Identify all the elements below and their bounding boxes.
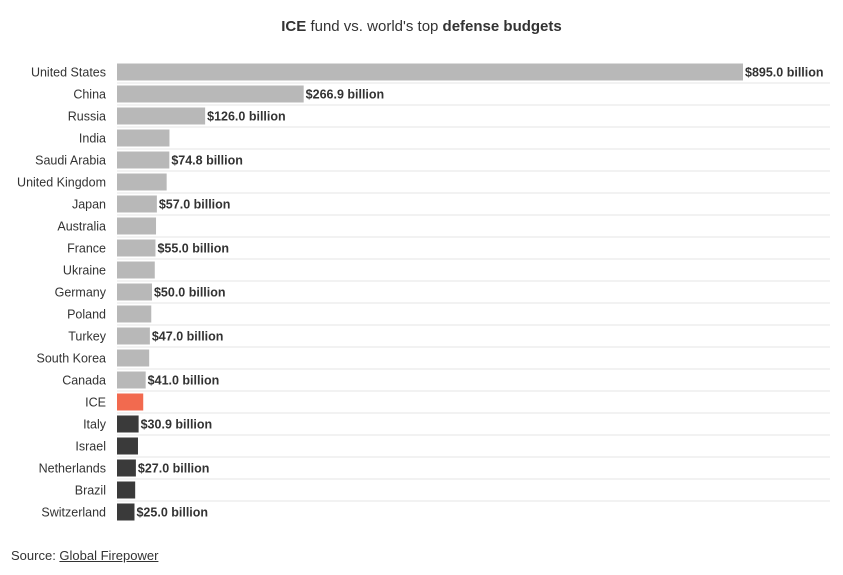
category-label-italy: Italy	[83, 418, 107, 432]
value-label-canada: $41.0 billion	[148, 374, 220, 388]
category-label-switzerland: Switzerland	[41, 506, 106, 520]
category-label-india: India	[79, 132, 106, 146]
category-label-russia: Russia	[68, 110, 106, 124]
value-label-germany: $50.0 billion	[154, 286, 226, 300]
category-label-united-states: United States	[31, 66, 106, 80]
category-label-brazil: Brazil	[75, 484, 106, 498]
category-label-poland: Poland	[67, 308, 106, 322]
bar-russia[interactable]	[117, 107, 206, 125]
value-label-france: $55.0 billion	[157, 242, 229, 256]
bar-south-korea[interactable]	[117, 349, 150, 367]
bar-brazil[interactable]	[117, 481, 136, 499]
source-note: Source: Global Firepower	[11, 548, 158, 563]
category-label-netherlands: Netherlands	[39, 462, 106, 476]
bar-canada[interactable]	[117, 371, 146, 389]
bar-israel[interactable]	[117, 437, 138, 455]
bar-chart: United States $895.0 billion China $266.9 b…	[17, 63, 830, 521]
bar-switzerland[interactable]	[117, 503, 135, 521]
category-label-canada: Canada	[62, 374, 106, 388]
value-label-russia: $126.0 billion	[207, 110, 286, 124]
value-label-switzerland: $25.0 billion	[136, 506, 208, 520]
category-label-germany: Germany	[55, 286, 107, 300]
category-label-australia: Australia	[57, 220, 106, 234]
category-label-china: China	[73, 88, 106, 102]
category-label-turkey: Turkey	[68, 330, 106, 344]
bar-poland[interactable]	[117, 305, 152, 323]
bar-saudi-arabia[interactable]	[117, 151, 170, 169]
category-label-united-kingdom: United Kingdom	[17, 176, 106, 190]
category-label-france: France	[67, 242, 106, 256]
bar-ukraine[interactable]	[117, 261, 155, 279]
source-link[interactable]: Global Firepower	[59, 548, 159, 563]
bar-ice[interactable]	[117, 393, 144, 411]
bar-united-states[interactable]	[117, 63, 743, 81]
bar-china[interactable]	[117, 85, 304, 103]
source-prefix: Source:	[11, 548, 60, 563]
category-label-israel: Israel	[75, 440, 106, 454]
chart-title-bold-budgets: defense budgets	[442, 18, 562, 35]
bar-italy[interactable]	[117, 415, 139, 433]
category-label-ukraine: Ukraine	[63, 264, 106, 278]
bar-turkey[interactable]	[117, 327, 150, 345]
value-label-saudi-arabia: $74.8 billion	[171, 154, 243, 168]
bar-netherlands[interactable]	[117, 459, 136, 477]
chart-title-bold-ice: ICE	[281, 18, 307, 35]
value-label-china: $266.9 billion	[306, 88, 385, 102]
chart-title: ICE fund vs. world's top defense budgets	[0, 18, 843, 35]
category-label-japan: Japan	[72, 198, 106, 212]
value-label-netherlands: $27.0 billion	[138, 462, 210, 476]
bar-australia[interactable]	[117, 217, 157, 235]
bar-united-kingdom[interactable]	[117, 173, 167, 191]
value-label-japan: $57.0 billion	[159, 198, 231, 212]
category-label-saudi-arabia: Saudi Arabia	[35, 154, 106, 168]
bar-germany[interactable]	[117, 283, 152, 301]
value-label-italy: $30.9 billion	[141, 418, 213, 432]
value-label-united-states: $895.0 billion	[745, 66, 824, 80]
chart-title-plain: fund vs. world's top	[306, 18, 443, 35]
category-label-ice: ICE	[85, 396, 106, 410]
bar-india[interactable]	[117, 129, 170, 147]
category-label-south-korea: South Korea	[37, 352, 107, 366]
bar-france[interactable]	[117, 239, 156, 257]
value-label-turkey: $47.0 billion	[152, 330, 224, 344]
bar-japan[interactable]	[117, 195, 157, 213]
